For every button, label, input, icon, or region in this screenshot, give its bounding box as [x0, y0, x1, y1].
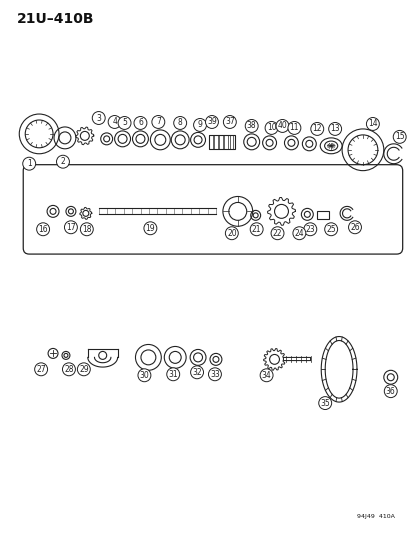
Circle shape	[287, 122, 300, 134]
Circle shape	[37, 223, 50, 236]
Circle shape	[173, 117, 186, 130]
Circle shape	[348, 221, 361, 234]
Text: 28: 28	[64, 365, 74, 374]
Text: 3: 3	[96, 114, 101, 123]
Bar	[219, 135, 222, 149]
Text: 23: 23	[305, 225, 314, 234]
Text: 11: 11	[289, 124, 299, 132]
Circle shape	[138, 369, 150, 382]
Circle shape	[118, 117, 131, 130]
Text: 34: 34	[261, 371, 271, 380]
Circle shape	[166, 368, 179, 381]
Text: 13: 13	[330, 124, 339, 133]
Text: 10: 10	[266, 124, 276, 132]
Circle shape	[303, 223, 316, 236]
Bar	[209, 135, 234, 149]
Bar	[229, 135, 233, 149]
Circle shape	[62, 363, 75, 376]
Circle shape	[35, 363, 47, 376]
Circle shape	[134, 117, 147, 130]
Circle shape	[244, 119, 258, 132]
Bar	[224, 135, 228, 149]
Circle shape	[310, 123, 323, 135]
Text: 30: 30	[139, 371, 149, 380]
Text: 94J49  410A: 94J49 410A	[356, 514, 394, 519]
Text: 29: 29	[79, 365, 88, 374]
Text: 17: 17	[66, 223, 76, 232]
Circle shape	[190, 366, 203, 379]
Circle shape	[392, 131, 405, 143]
Circle shape	[208, 368, 221, 381]
Circle shape	[259, 369, 273, 382]
Circle shape	[292, 227, 305, 240]
Text: 27: 27	[36, 365, 46, 374]
Text: 33: 33	[209, 370, 219, 379]
Text: 18: 18	[82, 225, 91, 234]
Circle shape	[318, 397, 331, 409]
Text: 25: 25	[325, 225, 335, 234]
Text: 15: 15	[394, 132, 404, 141]
Circle shape	[205, 116, 218, 128]
Text: 19: 19	[145, 224, 155, 233]
Text: 4: 4	[112, 117, 117, 126]
Circle shape	[64, 221, 77, 234]
Text: 9: 9	[197, 120, 202, 130]
Circle shape	[275, 119, 288, 132]
Text: 1: 1	[27, 159, 31, 168]
Bar	[214, 135, 217, 149]
Bar	[316, 212, 328, 219]
Text: 21U–410B: 21U–410B	[17, 12, 95, 26]
Circle shape	[80, 223, 93, 236]
Text: 31: 31	[168, 370, 178, 379]
Circle shape	[223, 116, 236, 128]
Circle shape	[249, 223, 263, 236]
Circle shape	[324, 223, 337, 236]
Text: 37: 37	[224, 117, 234, 126]
Circle shape	[193, 118, 206, 132]
Text: 2: 2	[60, 157, 65, 166]
Text: 16: 16	[38, 225, 48, 234]
Text: 20: 20	[226, 229, 236, 238]
Text: 6: 6	[138, 118, 142, 127]
Text: 14: 14	[367, 119, 377, 128]
Text: 36: 36	[385, 386, 395, 395]
Text: 24: 24	[294, 229, 304, 238]
Text: 21: 21	[251, 225, 261, 234]
Text: 5: 5	[122, 118, 127, 127]
Text: 8: 8	[177, 118, 182, 127]
Circle shape	[366, 117, 378, 131]
Text: 38: 38	[246, 122, 256, 131]
Text: 26: 26	[349, 223, 359, 232]
Circle shape	[225, 227, 238, 240]
Circle shape	[77, 363, 90, 376]
Circle shape	[328, 123, 341, 135]
Text: 32: 32	[192, 368, 202, 377]
Bar	[209, 135, 212, 149]
Text: 12: 12	[312, 124, 321, 133]
Circle shape	[271, 227, 283, 240]
Text: 40: 40	[277, 122, 287, 131]
Text: 35: 35	[320, 399, 329, 408]
Circle shape	[144, 222, 157, 235]
Circle shape	[57, 155, 69, 168]
Text: 7: 7	[156, 117, 160, 126]
Circle shape	[264, 122, 278, 134]
Circle shape	[108, 116, 121, 128]
Circle shape	[152, 116, 164, 128]
Circle shape	[383, 385, 396, 398]
Circle shape	[23, 157, 36, 170]
Text: 22: 22	[272, 229, 282, 238]
Circle shape	[92, 111, 105, 125]
Text: 39: 39	[206, 117, 216, 126]
